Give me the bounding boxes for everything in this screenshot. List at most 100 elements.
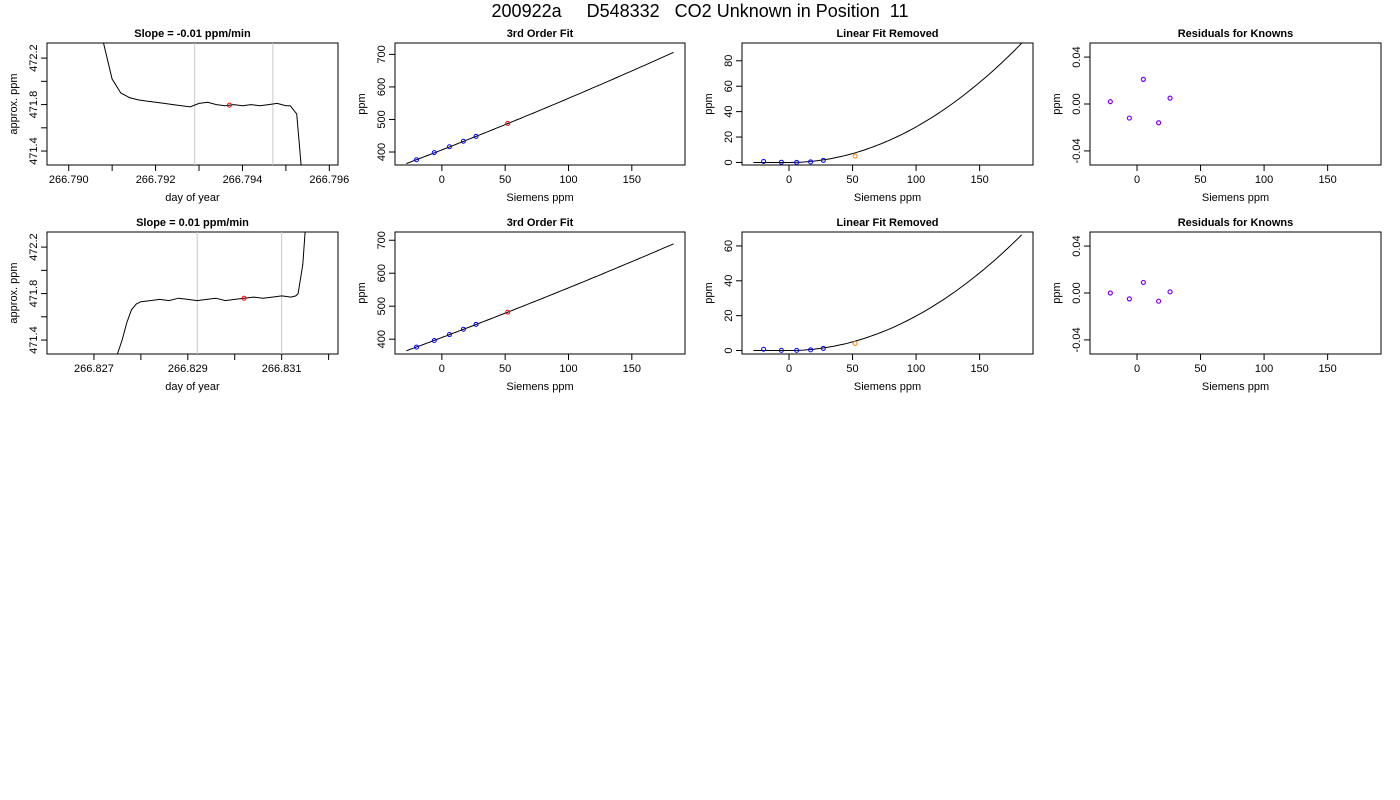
residual-point [1140,76,1146,82]
x-tick-label: 150 [1318,363,1336,375]
known-point [446,144,452,150]
x-tick-label: 266.794 [223,174,263,186]
y-tick-label: 0.00 [1071,93,1083,114]
residual-point [1140,279,1146,286]
x-tick-label: 0 [1134,363,1140,375]
known-point [414,157,420,163]
panel-row2-fit: 3rd Order Fit 0 50 100 150 400 500 600 700 Siemen… [356,217,686,393]
x-axis-label: Siemens ppm [506,381,573,393]
known-point [473,321,479,327]
panel-row1-linear-removed: Linear Fit Removed 0 50 100 150 0 20 40 60 80 Siem… [703,28,1034,204]
x-tick-label: 0 [786,363,792,375]
x-axis-label: Siemens ppm [854,192,921,204]
panel-title: Slope = 0.01 ppm/min [136,217,249,229]
y-tick-label: 600 [376,264,388,282]
y-tick-label: 20 [723,310,735,322]
y-tick-label: 471.4 [28,326,40,354]
panel-title: 3rd Order Fit [507,28,574,40]
unknown-marker [226,102,232,108]
x-tick-label: 100 [559,363,577,375]
y-tick-label: 40 [723,106,735,118]
x-tick-label: 100 [907,363,925,375]
residual-point [1167,95,1173,101]
unknown-point [852,341,858,347]
unknown-marker [241,295,247,301]
x-tick-label: 50 [1194,174,1206,186]
plot-frame [394,42,686,166]
panel-row1-fit: 3rd Order Fit 0 50 100 150 400 500 600 700 Siemen… [356,28,686,204]
y-axis-label: ppm [703,282,715,303]
y-tick-label: -0.04 [1071,327,1083,352]
residual-point [1107,99,1113,105]
x-tick-label: 150 [1318,174,1336,186]
panel-row2-trace: Slope = 0.01 ppm/min 266.827 266.829 266.83… [8,217,339,393]
known-point [761,158,767,164]
x-tick-label: 0 [439,174,445,186]
x-tick-label: 0 [786,174,792,186]
trace-line [103,42,302,166]
known-point [778,159,784,165]
x-tick-label: 150 [970,363,988,375]
panel-row1-residuals: Residuals for Knowns 0 50 100 150 -0.04 0.00 0.… [1051,28,1382,204]
x-tick-label: 266.790 [49,174,89,186]
x-tick-label: 266.827 [74,363,114,375]
y-axis-label: approx. ppm [8,262,20,323]
known-point [473,133,479,139]
plot-frame [741,231,1034,355]
y-tick-label: 471.8 [28,280,40,308]
unknown-point [505,309,511,315]
y-tick-label: 60 [723,240,735,252]
known-point [761,346,767,352]
x-tick-label: 100 [907,174,925,186]
known-point [808,347,814,353]
x-tick-label: 50 [1194,363,1206,375]
plot-frame [394,231,686,355]
known-point [794,159,800,165]
residual-point [1156,120,1162,126]
x-axis-label: Siemens ppm [1202,381,1269,393]
y-axis-label: ppm [356,282,368,303]
residual-point [1126,115,1132,121]
x-tick-label: 100 [1255,174,1273,186]
known-point [808,159,814,165]
y-tick-label: 40 [723,275,735,287]
y-tick-label: 60 [723,80,735,92]
known-point [431,337,437,343]
y-tick-label: 471.4 [28,137,40,165]
panel-title: Linear Fit Removed [836,217,938,229]
fit-curve [406,243,674,352]
known-point [446,332,452,338]
y-tick-label: 600 [376,78,388,96]
y-tick-label: 0 [723,347,735,353]
y-tick-label: 80 [723,55,735,67]
y-tick-label: 0 [723,159,735,165]
known-point [820,157,826,163]
y-tick-label: 0.04 [1071,235,1083,256]
x-tick-label: 150 [623,174,641,186]
x-tick-label: 0 [1134,174,1140,186]
trace-line [116,231,306,355]
plot-frame [1089,42,1382,166]
y-axis-label: ppm [703,93,715,114]
y-tick-label: -0.04 [1071,138,1083,163]
y-axis-label: approx. ppm [8,73,20,134]
y-tick-label: 20 [723,131,735,143]
x-axis-label: day of year [165,192,220,204]
x-axis-label: Siemens ppm [506,192,573,204]
known-point [820,345,826,351]
y-tick-label: 0.00 [1071,282,1083,303]
panel-row1-trace: Slope = -0.01 ppm/min 266.790 266.792 266.7… [8,28,349,204]
plot-frame [46,231,339,355]
x-tick-label: 266.829 [168,363,208,375]
panel-title: 3rd Order Fit [507,217,574,229]
y-tick-label: 400 [376,330,388,348]
panel-title: Residuals for Knowns [1178,217,1294,229]
y-tick-label: 472.2 [28,233,40,261]
x-tick-label: 266.831 [262,363,302,375]
x-tick-label: 0 [439,363,445,375]
panel-row2-linear-removed: Linear Fit Removed 0 50 100 150 0 20 40 60 Siemen… [703,217,1034,393]
residual-point [1167,289,1173,295]
known-point [778,347,784,353]
fit-curve [753,42,1022,163]
